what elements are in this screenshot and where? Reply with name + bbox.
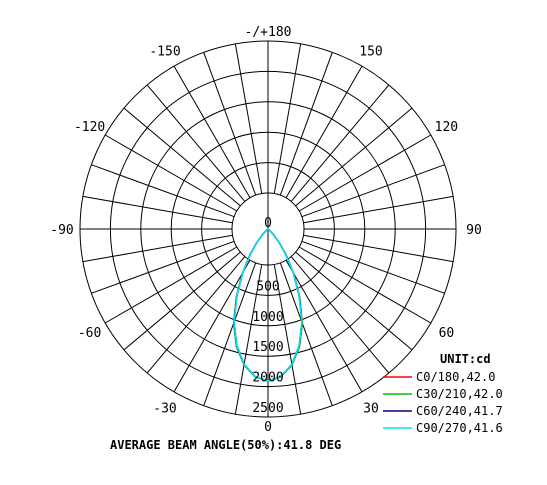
grid-spoke bbox=[123, 107, 241, 207]
grid-spoke bbox=[91, 164, 235, 218]
angle-label: -90 bbox=[50, 223, 73, 238]
grid-spoke bbox=[82, 234, 233, 263]
grid-spoke bbox=[290, 84, 390, 202]
grid-spoke bbox=[82, 195, 233, 224]
angle-label: 60 bbox=[439, 326, 455, 341]
radial-tick-label: 500 bbox=[256, 279, 279, 294]
legend-entry: C90/270,41.6 bbox=[416, 421, 503, 435]
angle-label: 0 bbox=[264, 420, 272, 435]
intensity-curves bbox=[232, 228, 304, 382]
grid-spoke bbox=[273, 264, 302, 415]
grid-spoke bbox=[301, 240, 445, 294]
grid-spoke bbox=[203, 52, 257, 196]
grid-spoke bbox=[91, 240, 235, 294]
radial-labels: 0 500 1000 1500 2000 2500 bbox=[252, 216, 283, 416]
polar-grid bbox=[79, 40, 457, 418]
grid-spoke bbox=[298, 134, 432, 212]
angle-label: 150 bbox=[359, 45, 382, 60]
grid-spoke bbox=[290, 256, 390, 374]
angle-label: -60 bbox=[78, 326, 101, 341]
angle-label: -120 bbox=[74, 120, 105, 135]
legend: C0/180,42.0 C30/210,42.0 C60/240,41.7 C90/2… bbox=[383, 370, 503, 435]
legend-entry: C60/240,41.7 bbox=[416, 404, 503, 418]
radial-tick-label: 2500 bbox=[252, 401, 283, 416]
angle-label: 120 bbox=[435, 120, 458, 135]
grid-spoke bbox=[285, 259, 363, 393]
grid-spoke bbox=[285, 65, 363, 199]
radial-tick-label: 2000 bbox=[252, 371, 283, 386]
intensity-curve bbox=[233, 228, 303, 382]
grid-spoke bbox=[295, 107, 413, 207]
grid-spoke bbox=[303, 234, 454, 263]
radial-tick-label: 0 bbox=[264, 216, 272, 231]
unit-label: UNIT:cd bbox=[440, 352, 491, 366]
grid-spoke bbox=[123, 251, 241, 351]
grid-spoke bbox=[173, 65, 251, 199]
grid-spoke bbox=[104, 134, 238, 212]
grid-spoke bbox=[301, 164, 445, 218]
grid-spoke bbox=[279, 262, 333, 406]
angle-label: 90 bbox=[466, 223, 482, 238]
grid-spoke bbox=[295, 251, 413, 351]
angle-label: -150 bbox=[149, 45, 180, 60]
angle-label: 30 bbox=[363, 401, 379, 416]
grid-spoke bbox=[273, 43, 302, 194]
legend-entry: C30/210,42.0 bbox=[416, 387, 503, 401]
angle-label: -/+180 bbox=[245, 25, 292, 40]
grid-spoke bbox=[279, 52, 333, 196]
grid-spoke bbox=[146, 256, 246, 374]
grid-spoke bbox=[203, 262, 257, 406]
grid-spoke bbox=[234, 43, 263, 194]
grid-spoke bbox=[298, 246, 432, 324]
grid-spoke bbox=[303, 195, 454, 224]
radial-tick-label: 1000 bbox=[252, 310, 283, 325]
grid-spoke bbox=[104, 246, 238, 324]
legend-entry: C0/180,42.0 bbox=[416, 370, 495, 384]
grid-spoke bbox=[146, 84, 246, 202]
beam-angle-footer: AVERAGE BEAM ANGLE(50%):41.8 DEG bbox=[110, 438, 341, 452]
grid-spoke bbox=[234, 264, 263, 415]
angle-labels: -/+180 -150 150 -120 120 -90 90 -60 60 -30 30 0 bbox=[50, 25, 482, 435]
radial-tick-label: 1500 bbox=[252, 340, 283, 355]
angle-label: -30 bbox=[153, 401, 176, 416]
grid-spoke bbox=[173, 259, 251, 393]
